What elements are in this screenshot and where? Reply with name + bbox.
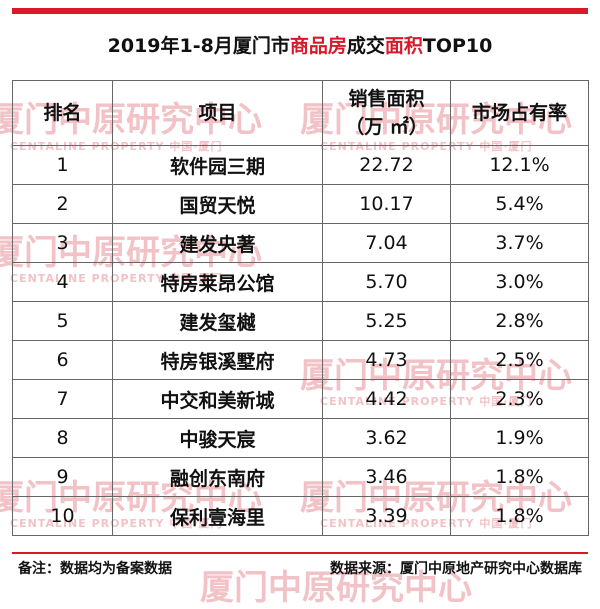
cell-market-share: 1.8% xyxy=(450,457,589,497)
cell-rank: 10 xyxy=(12,496,113,536)
cell-market-share: 2.5% xyxy=(450,340,589,380)
table-row: 5 建发玺樾 5.25 2.8% xyxy=(12,301,589,341)
title-suffix: TOP10 xyxy=(422,35,493,57)
cell-market-share: 2.8% xyxy=(450,301,589,341)
cell-rank: 9 xyxy=(12,457,113,497)
ranking-table: 排名 项目 销售面积 （万 ㎡） 市场占有率 1 软件园三期 22.72 12.1% 2 国… xyxy=(12,80,589,536)
cell-sales-area: 4.42 xyxy=(322,379,451,419)
cell-rank: 3 xyxy=(12,223,113,263)
title-highlight-product: 商品房 xyxy=(289,35,347,57)
cell-market-share: 2.3% xyxy=(450,379,589,419)
table-row: 4 特房莱昂公馆 5.70 3.0% xyxy=(12,262,589,302)
cell-rank: 6 xyxy=(12,340,113,380)
table-row: 8 中骏天宸 3.62 1.9% xyxy=(12,418,589,458)
table-row: 10 保利壹海里 3.39 1.8% xyxy=(12,496,589,536)
cell-sales-area: 5.25 xyxy=(322,301,451,341)
cell-sales-area: 3.62 xyxy=(322,418,451,458)
cell-project: 建发玺樾 xyxy=(112,301,323,341)
top-accent-bar xyxy=(12,8,588,14)
cell-rank: 2 xyxy=(12,184,113,224)
cell-sales-area: 3.46 xyxy=(322,457,451,497)
cell-rank: 5 xyxy=(12,301,113,341)
cell-market-share: 12.1% xyxy=(450,145,589,185)
cell-sales-area: 10.17 xyxy=(322,184,451,224)
cell-market-share: 1.8% xyxy=(450,496,589,536)
cell-rank: 1 xyxy=(12,145,113,185)
cell-project: 保利壹海里 xyxy=(112,496,323,536)
table-row: 3 建发央著 7.04 3.7% xyxy=(12,223,589,263)
page-title: 2019年1-8月厦门市商品房成交面积TOP10 xyxy=(0,32,600,60)
table-row: 6 特房银溪墅府 4.73 2.5% xyxy=(12,340,589,380)
cell-market-share: 3.0% xyxy=(450,262,589,302)
title-highlight-area: 面积 xyxy=(384,35,423,57)
table-row: 2 国贸天悦 10.17 5.4% xyxy=(12,184,589,224)
cell-project: 中交和美新城 xyxy=(112,379,323,419)
cell-project: 特房莱昂公馆 xyxy=(112,262,323,302)
table-row: 9 融创东南府 3.46 1.8% xyxy=(12,457,589,497)
cell-project: 中骏天宸 xyxy=(112,418,323,458)
cell-market-share: 1.9% xyxy=(450,418,589,458)
table-row: 7 中交和美新城 4.42 2.3% xyxy=(12,379,589,419)
cell-project: 国贸天悦 xyxy=(112,184,323,224)
footer-source: 数据来源：厦门中原地产研究中心数据库 xyxy=(330,561,582,577)
cell-project: 特房银溪墅府 xyxy=(112,340,323,380)
header-market-share: 市场占有率 xyxy=(450,80,589,146)
cell-project: 建发央著 xyxy=(112,223,323,263)
cell-market-share: 3.7% xyxy=(450,223,589,263)
cell-market-share: 5.4% xyxy=(450,184,589,224)
table-header-row: 排名 项目 销售面积 （万 ㎡） 市场占有率 xyxy=(12,80,589,146)
cell-sales-area: 4.73 xyxy=(322,340,451,380)
cell-rank: 7 xyxy=(12,379,113,419)
footer-note: 备注：数据均为备案数据 xyxy=(18,561,172,577)
header-project: 项目 xyxy=(112,80,323,146)
cell-rank: 4 xyxy=(12,262,113,302)
header-sales-area-unit: （万 ㎡） xyxy=(345,116,428,138)
cell-project: 融创东南府 xyxy=(112,457,323,497)
header-sales-area-label: 销售面积 xyxy=(348,88,425,110)
cell-sales-area: 3.39 xyxy=(322,496,451,536)
cell-rank: 8 xyxy=(12,418,113,458)
cell-sales-area: 22.72 xyxy=(322,145,451,185)
header-rank: 排名 xyxy=(12,80,113,146)
footer-divider xyxy=(12,552,588,554)
cell-sales-area: 7.04 xyxy=(322,223,451,263)
cell-project: 软件园三期 xyxy=(112,145,323,185)
header-sales-area: 销售面积 （万 ㎡） xyxy=(322,80,451,146)
cell-sales-area: 5.70 xyxy=(322,262,451,302)
title-prefix: 2019年1-8月厦门市 xyxy=(107,35,290,57)
table-row: 1 软件园三期 22.72 12.1% xyxy=(12,145,589,185)
title-middle: 成交 xyxy=(346,35,385,57)
